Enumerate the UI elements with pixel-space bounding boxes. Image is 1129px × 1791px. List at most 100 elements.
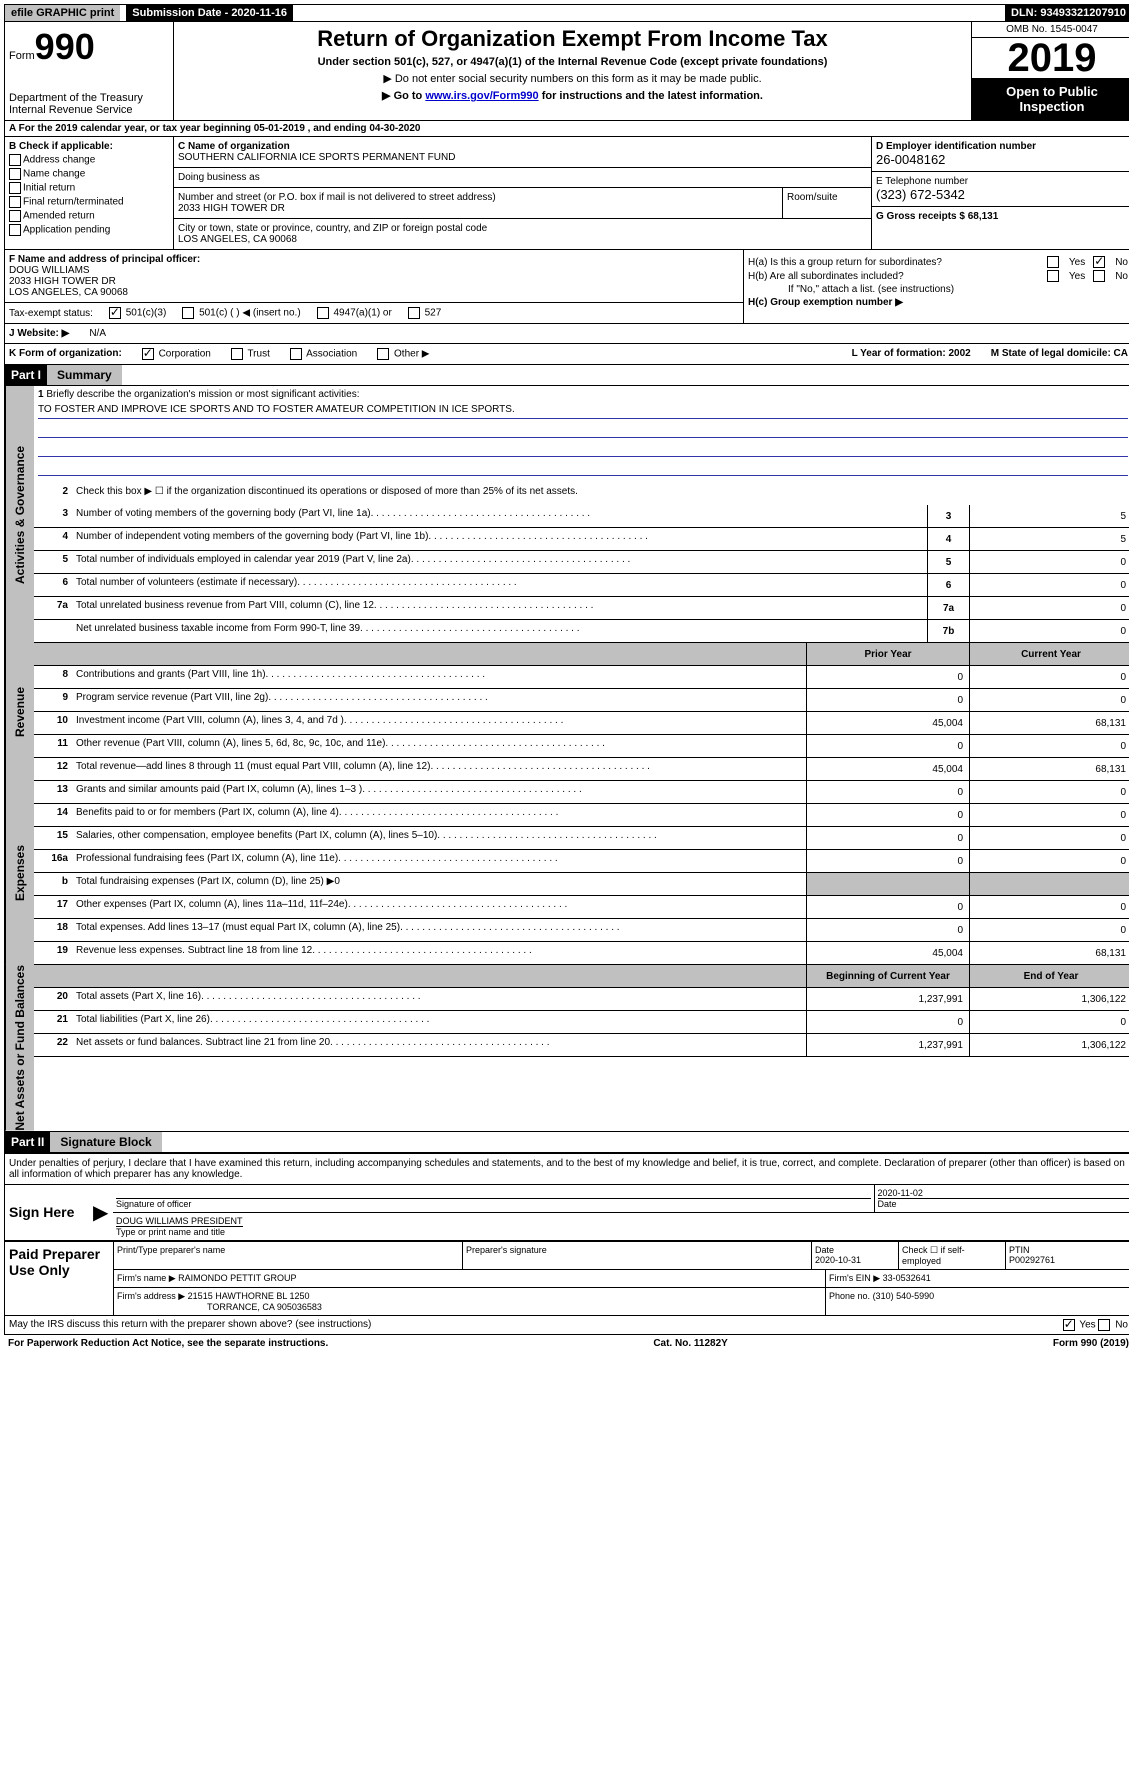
- lbl-4947: 4947(a)(1) or: [333, 308, 391, 319]
- vtab-revenue: Revenue: [5, 643, 34, 781]
- chk-name[interactable]: [9, 168, 21, 180]
- col-begin: Beginning of Current Year: [806, 965, 969, 987]
- ptin: P00292761: [1009, 1255, 1055, 1265]
- form-ref: Form 990 (2019): [1053, 1338, 1129, 1349]
- ha-yes[interactable]: [1047, 256, 1059, 268]
- efile-button[interactable]: efile GRAPHIC print: [5, 5, 120, 21]
- chk-other[interactable]: [377, 348, 389, 360]
- table-row: 5Total number of individuals employed in…: [34, 551, 1129, 574]
- lbl-name: Name change: [23, 169, 85, 180]
- chk-501c3[interactable]: [109, 307, 121, 319]
- prep-phone: (310) 540-5990: [873, 1291, 935, 1301]
- net-assets-section: Net Assets or Fund Balances Beginning of…: [4, 965, 1129, 1132]
- form-title: Return of Organization Exempt From Incom…: [178, 26, 967, 52]
- hb-yes[interactable]: [1047, 270, 1059, 282]
- mission-text: TO FOSTER AND IMPROVE ICE SPORTS AND TO …: [38, 404, 515, 415]
- chk-address[interactable]: [9, 154, 21, 166]
- chk-527[interactable]: [408, 307, 420, 319]
- form-header: Form990 Department of the Treasury Inter…: [4, 22, 1129, 121]
- department: Department of the Treasury Internal Reve…: [9, 92, 169, 116]
- table-row: 17Other expenses (Part IX, column (A), l…: [34, 896, 1129, 919]
- vtab-governance: Activities & Governance: [5, 386, 34, 643]
- table-row: 8Contributions and grants (Part VIII, li…: [34, 666, 1129, 689]
- table-row: 16aProfessional fundraising fees (Part I…: [34, 850, 1129, 873]
- table-row: 11Other revenue (Part VIII, column (A), …: [34, 735, 1129, 758]
- chk-trust[interactable]: [231, 348, 243, 360]
- table-row: 3Number of voting members of the governi…: [34, 505, 1129, 528]
- org-name: SOUTHERN CALIFORNIA ICE SPORTS PERMANENT…: [178, 152, 455, 163]
- k-label: K Form of organization:: [9, 348, 122, 360]
- discuss-yes[interactable]: [1063, 1319, 1075, 1331]
- section-fh: F Name and address of principal officer:…: [4, 250, 1129, 324]
- lbl-corp: Corporation: [159, 349, 211, 360]
- dba-label: Doing business as: [178, 172, 260, 183]
- table-row: 4Number of independent voting members of…: [34, 528, 1129, 551]
- firm-name-label: Firm's name ▶: [117, 1273, 176, 1283]
- l1-label: Briefly describe the organization's miss…: [46, 389, 359, 400]
- room-label: Room/suite: [787, 192, 838, 203]
- year-formation: L Year of formation: 2002: [852, 348, 971, 360]
- col-prior: Prior Year: [806, 643, 969, 665]
- signer-name: DOUG WILLIAMS PRESIDENT: [116, 1216, 243, 1227]
- firm-ein: 33-0532641: [883, 1273, 931, 1283]
- discuss-no[interactable]: [1098, 1319, 1110, 1331]
- phone-label: E Telephone number: [876, 176, 968, 187]
- table-row: 22Net assets or fund balances. Subtract …: [34, 1034, 1129, 1057]
- form990-link[interactable]: www.irs.gov/Form990: [425, 90, 538, 102]
- table-row: 18Total expenses. Add lines 13–17 (must …: [34, 919, 1129, 942]
- paperwork: For Paperwork Reduction Act Notice, see …: [8, 1338, 328, 1349]
- footer-bottom: For Paperwork Reduction Act Notice, see …: [4, 1335, 1129, 1352]
- footer-discuss: May the IRS discuss this return with the…: [4, 1316, 1129, 1335]
- chk-4947[interactable]: [317, 307, 329, 319]
- part1-title: Summary: [47, 365, 122, 385]
- col-current: Current Year: [969, 643, 1129, 665]
- prep-date-label: Date: [815, 1245, 834, 1255]
- note2-pre: ▶ Go to: [382, 90, 425, 102]
- chk-corp[interactable]: [142, 348, 154, 360]
- hc-label: H(c) Group exemption number ▶: [748, 297, 903, 308]
- table-row: 6Total number of volunteers (estimate if…: [34, 574, 1129, 597]
- perjury-text: Under penalties of perjury, I declare th…: [5, 1154, 1129, 1185]
- lbl-amended: Amended return: [23, 211, 95, 222]
- chk-final[interactable]: [9, 196, 21, 208]
- expenses-section: Expenses 13Grants and similar amounts pa…: [4, 781, 1129, 965]
- part1-label: Part I: [5, 365, 47, 385]
- ptin-label: PTIN: [1009, 1245, 1030, 1255]
- submission-date: Submission Date - 2020-11-16: [126, 5, 293, 21]
- chk-501c[interactable]: [182, 307, 194, 319]
- sig-date: 2020-11-02: [878, 1188, 923, 1198]
- state-domicile: M State of legal domicile: CA: [991, 348, 1128, 360]
- chk-initial[interactable]: [9, 182, 21, 194]
- addr: 2033 HIGH TOWER DR: [178, 203, 285, 214]
- table-row: 15Salaries, other compensation, employee…: [34, 827, 1129, 850]
- signature-section: Under penalties of perjury, I declare th…: [4, 1153, 1129, 1242]
- city: LOS ANGELES, CA 90068: [178, 234, 297, 245]
- form-subtitle: Under section 501(c), 527, or 4947(a)(1)…: [178, 56, 967, 68]
- phone: (323) 672-5342: [876, 187, 1128, 202]
- ha-no[interactable]: [1093, 256, 1105, 268]
- officer-name: DOUG WILLIAMS: [9, 265, 90, 276]
- lbl-final: Final return/terminated: [23, 197, 124, 208]
- part1-header: Part I Summary: [4, 365, 1129, 386]
- officer-label: F Name and address of principal officer:: [9, 254, 200, 265]
- lbl-501c3: 501(c)(3): [126, 308, 167, 319]
- lbl-pending: Application pending: [23, 225, 110, 236]
- governance-section: Activities & Governance 1 Briefly descri…: [4, 386, 1129, 643]
- tax-year: 2019: [972, 38, 1129, 78]
- paid-header: Paid Preparer Use Only: [5, 1242, 113, 1315]
- chk-assoc[interactable]: [290, 348, 302, 360]
- vtab-net: Net Assets or Fund Balances: [5, 965, 34, 1131]
- revenue-section: Revenue Prior YearCurrent Year 8Contribu…: [4, 643, 1129, 781]
- hb-no[interactable]: [1093, 270, 1105, 282]
- table-row: Net unrelated business taxable income fr…: [34, 620, 1129, 643]
- lbl-trust: Trust: [247, 349, 269, 360]
- lbl-address: Address change: [23, 155, 95, 166]
- tax-status-label: Tax-exempt status:: [9, 308, 93, 319]
- prep-phone-label: Phone no.: [829, 1291, 870, 1301]
- part2-header: Part II Signature Block: [4, 1132, 1129, 1153]
- prep-sig-label: Preparer's signature: [466, 1245, 547, 1255]
- chk-pending[interactable]: [9, 224, 21, 236]
- signer-name-label: Type or print name and title: [116, 1227, 225, 1237]
- chk-amended[interactable]: [9, 210, 21, 222]
- sig-label: Signature of officer: [116, 1198, 871, 1209]
